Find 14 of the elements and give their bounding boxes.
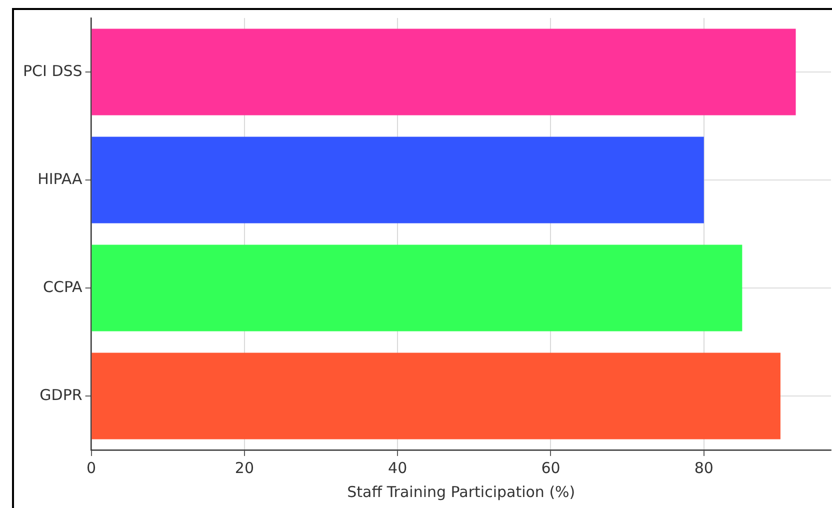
x-axis-title: Staff Training Participation (%) (347, 482, 576, 501)
bar (92, 244, 742, 332)
x-tick-label: 40 (388, 458, 408, 477)
bar (92, 28, 796, 116)
x-tick-label: 0 (86, 458, 96, 477)
x-tick-label: 80 (694, 458, 714, 477)
x-tick-label: 60 (541, 458, 560, 477)
bar (92, 352, 780, 440)
y-tick-label: PCI DSS (22, 62, 82, 80)
y-tick-label: GDPR (40, 386, 82, 404)
y-tick-label: HIPAA (38, 170, 84, 188)
y-tick-label: CCPA (43, 278, 84, 296)
x-tick-label: 20 (234, 458, 254, 477)
bar (92, 136, 704, 224)
